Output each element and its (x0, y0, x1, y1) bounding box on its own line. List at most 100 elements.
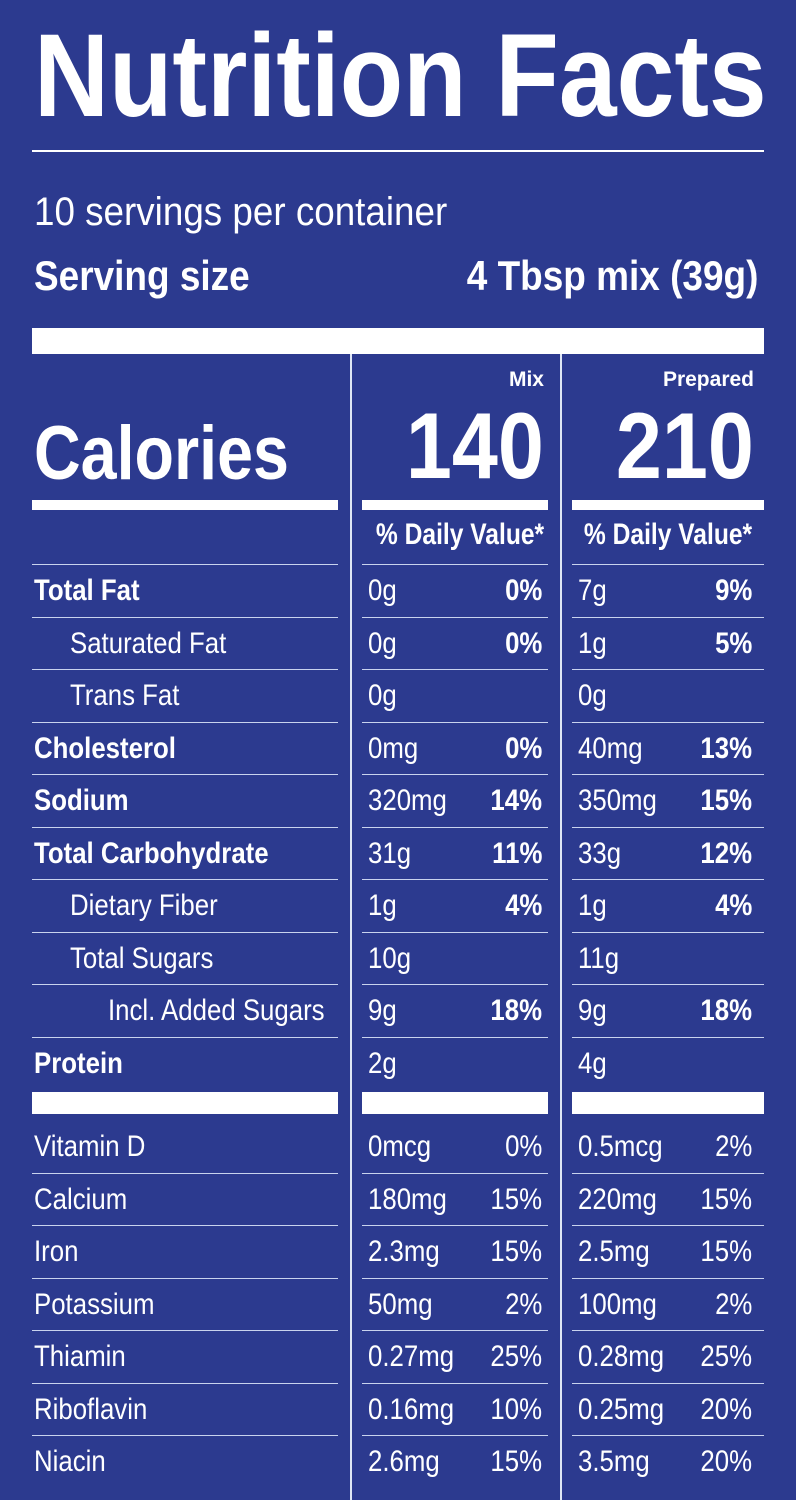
vitamin-rule-name (32, 1092, 338, 1114)
row-divider-name (32, 774, 338, 775)
nutrient-name: Total Fat (34, 574, 140, 607)
calories-rule-prepared (572, 500, 764, 510)
prepared-daily-value: 4% (714, 889, 752, 922)
prepared-daily-value: 20% (700, 1445, 752, 1478)
row-divider-prepared (572, 984, 764, 985)
nutrient-row: Sodium 320mg 14% 350mg 15% (0, 776, 796, 828)
row-divider-name (32, 1172, 338, 1174)
nutrient-row: Saturated Fat 0g 0% 1g 5% (0, 619, 796, 671)
mix-amount: 2g (368, 1046, 397, 1080)
vitamin-row: Calcium 180mg 15% 220mg 15% (0, 1175, 796, 1227)
mix-daily-value: 2% (504, 1287, 542, 1321)
row-divider-prepared (572, 1172, 764, 1174)
row-divider-mix (362, 1225, 548, 1226)
row-divider-name (32, 826, 338, 828)
row-divider-prepared (572, 826, 764, 828)
calories-prepared-value: 210 (615, 393, 754, 498)
vitamin-name: Calcium (34, 1182, 128, 1216)
prepared-daily-value: 12% (700, 836, 752, 870)
row-divider-name (32, 616, 338, 618)
vitamin-name: Thiamin (34, 1340, 126, 1373)
nutrient-row: Total Sugars 10g 11g (0, 934, 796, 986)
mix-daily-value: 14% (490, 784, 542, 817)
column-header-prepared: Prepared (662, 368, 754, 391)
row-divider-name (32, 564, 338, 565)
mix-amount: 0.27mg (368, 1340, 455, 1373)
vitamin-name: Potassium (34, 1287, 155, 1321)
prepared-amount: 40mg (578, 731, 643, 765)
nutrient-name: Incl. Added Sugars (108, 994, 325, 1027)
mix-amount: 1g (368, 889, 397, 922)
row-divider-prepared (572, 1277, 764, 1279)
row-divider-prepared (572, 1330, 764, 1331)
row-divider-prepared (572, 1036, 764, 1038)
prepared-amount: 7g (578, 574, 607, 607)
row-divider-mix (362, 1435, 548, 1436)
prepared-amount: 220mg (578, 1182, 657, 1216)
nutrient-name: Total Carbohydrate (34, 836, 269, 870)
mix-amount: 0mg (368, 731, 419, 765)
vitamin-rule-prepared (572, 1092, 764, 1114)
mix-amount: 0g (368, 679, 397, 712)
row-divider-prepared (572, 1435, 764, 1436)
nutrient-name: Trans Fat (70, 679, 180, 712)
label-title: Nutrition Facts (34, 10, 767, 142)
nutrient-name: Cholesterol (34, 731, 176, 765)
row-divider-mix (362, 879, 548, 880)
prepared-amount: 350mg (578, 784, 657, 817)
mix-amount: 0g (368, 574, 397, 607)
vitamin-row: Potassium 50mg 2% 100mg 2% (0, 1280, 796, 1332)
servings-per-container: 10 servings per container (34, 190, 448, 234)
row-divider-prepared (572, 931, 764, 933)
vitamin-row: Thiamin 0.27mg 25% 0.28mg 25% (0, 1332, 796, 1384)
nutrient-name: Protein (34, 1046, 123, 1080)
nutrient-row: Total Carbohydrate 31g 11% 33g 12% (0, 829, 796, 881)
prepared-amount: 0.25mg (578, 1392, 665, 1426)
nutrient-name: Dietary Fiber (70, 889, 218, 922)
mix-amount: 31g (368, 836, 412, 870)
nutrient-row: Total Fat 0g 0% 7g 9% (0, 566, 796, 618)
row-divider-prepared (572, 616, 764, 618)
mix-daily-value: 0% (504, 574, 542, 607)
mix-amount: 2.3mg (368, 1235, 440, 1268)
prepared-amount: 1g (578, 626, 607, 660)
vitamin-row: Riboflavin 0.16mg 10% 0.25mg 20% (0, 1385, 796, 1437)
row-divider-name (32, 1036, 338, 1038)
row-divider-mix (362, 1036, 548, 1038)
row-divider-mix (362, 616, 548, 618)
nutrient-row: Cholesterol 0mg 0% 40mg 13% (0, 724, 796, 776)
vitamin-rule-mix (362, 1092, 548, 1114)
calories-rule-name (32, 500, 338, 510)
prepared-daily-value: 25% (700, 1340, 752, 1373)
row-divider-name (32, 984, 338, 985)
nutrient-row: Protein 2g 4g (0, 1039, 796, 1091)
prepared-daily-value: 15% (700, 784, 752, 817)
daily-value-header-mix: % Daily Value* (375, 518, 544, 551)
prepared-amount: 4g (578, 1046, 607, 1080)
mix-daily-value: 11% (491, 836, 542, 870)
column-divider-mix (350, 354, 352, 1500)
mix-amount: 9g (368, 994, 397, 1027)
row-divider-mix (362, 669, 548, 670)
vitamin-row: Iron 2.3mg 15% 2.5mg 15% (0, 1227, 796, 1279)
mix-daily-value: 10% (490, 1392, 542, 1426)
vitamin-row: Niacin 2.6mg 15% 3.5mg 20% (0, 1437, 796, 1489)
prepared-daily-value: 15% (700, 1235, 752, 1268)
mix-amount: 180mg (368, 1182, 447, 1216)
row-divider-prepared (572, 774, 764, 775)
calories-rule-mix (362, 500, 548, 510)
vitamin-row: Vitamin D 0mcg 0% 0.5mcg 2% (0, 1122, 796, 1174)
prepared-amount: 33g (578, 836, 622, 870)
mix-daily-value: 15% (490, 1445, 542, 1478)
row-divider-prepared (572, 721, 764, 723)
prepared-amount: 2.5mg (578, 1235, 650, 1268)
row-divider-mix (362, 774, 548, 775)
mix-daily-value: 0% (504, 731, 542, 765)
nutrient-name: Total Sugars (70, 941, 214, 975)
prepared-daily-value: 2% (714, 1130, 752, 1163)
mix-amount: 2.6mg (368, 1445, 440, 1478)
row-divider-prepared (572, 669, 764, 670)
row-divider-mix (362, 721, 548, 723)
row-divider-name (32, 1382, 338, 1384)
row-divider-mix (362, 931, 548, 933)
